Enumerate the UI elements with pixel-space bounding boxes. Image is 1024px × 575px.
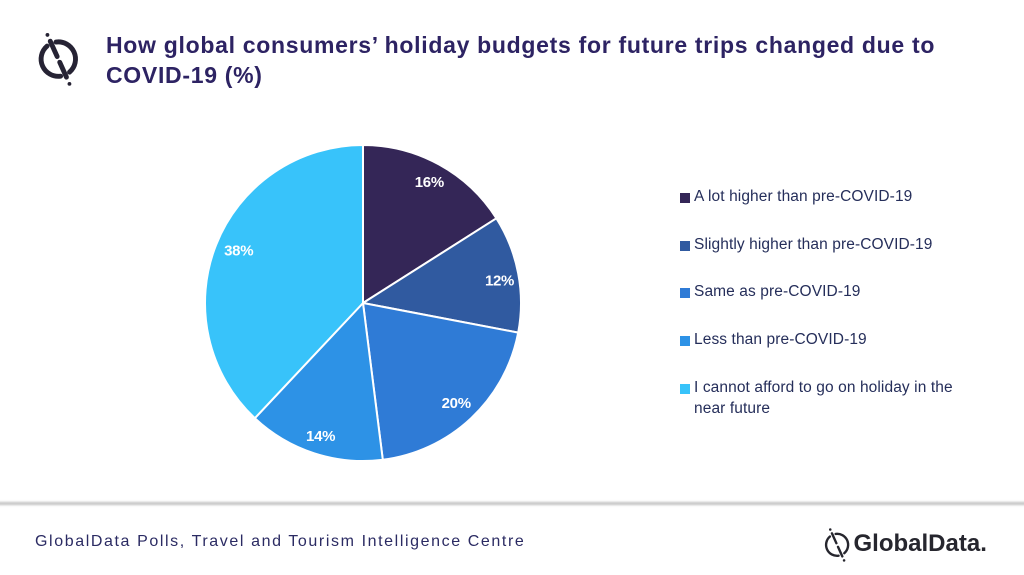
svg-text:16%: 16% [415,174,444,191]
svg-text:14%: 14% [306,428,335,445]
svg-text:38%: 38% [224,243,253,260]
svg-text:12%: 12% [485,272,514,289]
svg-text:20%: 20% [442,395,471,412]
